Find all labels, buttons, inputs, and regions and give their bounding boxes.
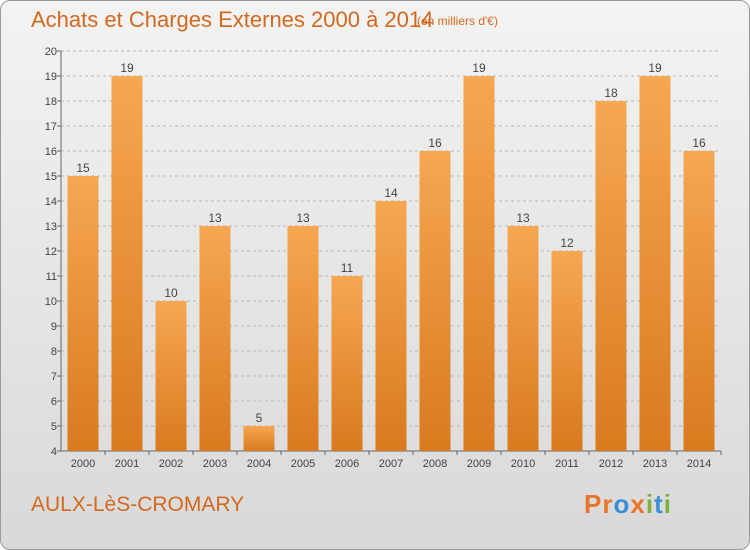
bar [199, 226, 231, 451]
logo-letter: o [613, 489, 631, 519]
bar-value-label: 14 [384, 186, 398, 200]
x-tick-label: 2011 [555, 458, 579, 470]
commune-name: AULX-LèS-CROMARY [31, 493, 245, 516]
y-tick-label: 17 [45, 121, 57, 133]
bar [595, 101, 627, 451]
bar-value-label: 19 [648, 61, 662, 75]
bar-value-label: 10 [164, 286, 178, 300]
y-tick-label: 16 [45, 146, 57, 158]
x-tick-label: 2002 [159, 458, 183, 470]
logo-letter: t [654, 489, 664, 519]
bar [551, 251, 583, 451]
y-tick-label: 5 [51, 421, 57, 433]
y-tick-label: 18 [45, 96, 57, 108]
bar [155, 301, 187, 451]
logo-letter: x [630, 489, 646, 519]
x-tick-label: 2006 [335, 458, 359, 470]
proxiti-logo[interactable]: Proxiti [584, 489, 672, 520]
bar-value-label: 13 [208, 211, 222, 225]
bar [683, 151, 715, 451]
bar-value-label: 15 [76, 161, 90, 175]
x-tick-label: 2010 [511, 458, 535, 470]
x-tick-label: 2004 [247, 458, 271, 470]
x-tick-label: 2012 [599, 458, 623, 470]
y-tick-label: 10 [45, 296, 57, 308]
y-tick-label: 9 [51, 321, 57, 333]
y-tick-label: 7 [51, 371, 57, 383]
y-tick-label: 11 [46, 271, 57, 283]
y-tick-label: 4 [51, 446, 57, 458]
bar-value-label: 11 [341, 261, 354, 275]
bar-value-label: 13 [296, 211, 310, 225]
bar-value-label: 16 [692, 136, 706, 150]
bar-value-label: 19 [472, 61, 486, 75]
y-tick-label: 14 [45, 196, 57, 208]
chart-subtitle: (en milliers d'€) [417, 14, 498, 28]
data-labels: 15 19 10 13 5 13 11 14 16 19 13 12 18 19 16 [76, 61, 706, 425]
y-tick-label: 20 [45, 46, 57, 58]
bar [243, 426, 275, 451]
y-tick-label: 6 [51, 396, 57, 408]
x-tick-label: 2009 [467, 458, 491, 470]
bar [507, 226, 539, 451]
y-tick-label: 13 [45, 221, 57, 233]
x-tick-label: 2001 [115, 458, 139, 470]
bar-value-label: 16 [428, 136, 442, 150]
bar [419, 151, 451, 451]
bar-value-label: 13 [516, 211, 530, 225]
bar [463, 76, 495, 451]
x-tick-label: 2000 [71, 458, 95, 470]
y-tick-labels: 4 5 6 7 8 9 10 11 12 13 14 15 16 17 18 19 20 [45, 46, 57, 458]
chart-title: Achats et Charges Externes 2000 à 2014 [31, 7, 434, 32]
x-tick-label: 2007 [379, 458, 403, 470]
x-tick-labels: 2000 2001 2002 2003 2004 2005 2006 2007 2008 2009… [71, 458, 711, 470]
x-tick-label: 2008 [423, 458, 447, 470]
bar [375, 201, 407, 451]
logo-letter: i [663, 489, 672, 519]
logo-letter: i [645, 489, 655, 519]
bar [67, 176, 99, 451]
y-tick-label: 19 [45, 71, 57, 83]
x-tick-label: 2014 [687, 458, 711, 470]
bar [331, 276, 363, 451]
bar-value-label: 12 [560, 236, 574, 250]
x-tick-label: 2003 [203, 458, 227, 470]
bar [111, 76, 143, 451]
bar [639, 76, 671, 451]
logo-letter: P [584, 489, 603, 519]
y-tick-label: 15 [45, 171, 57, 183]
bars [67, 76, 715, 451]
bar-value-label: 19 [120, 61, 134, 75]
x-tick-label: 2005 [291, 458, 315, 470]
logo-letter: r [602, 489, 614, 519]
y-tick-label: 8 [51, 346, 57, 358]
bar [287, 226, 319, 451]
bar-value-label: 5 [256, 411, 263, 425]
x-tick-label: 2013 [643, 458, 667, 470]
y-tick-label: 12 [45, 246, 57, 258]
bar-value-label: 18 [604, 86, 618, 100]
